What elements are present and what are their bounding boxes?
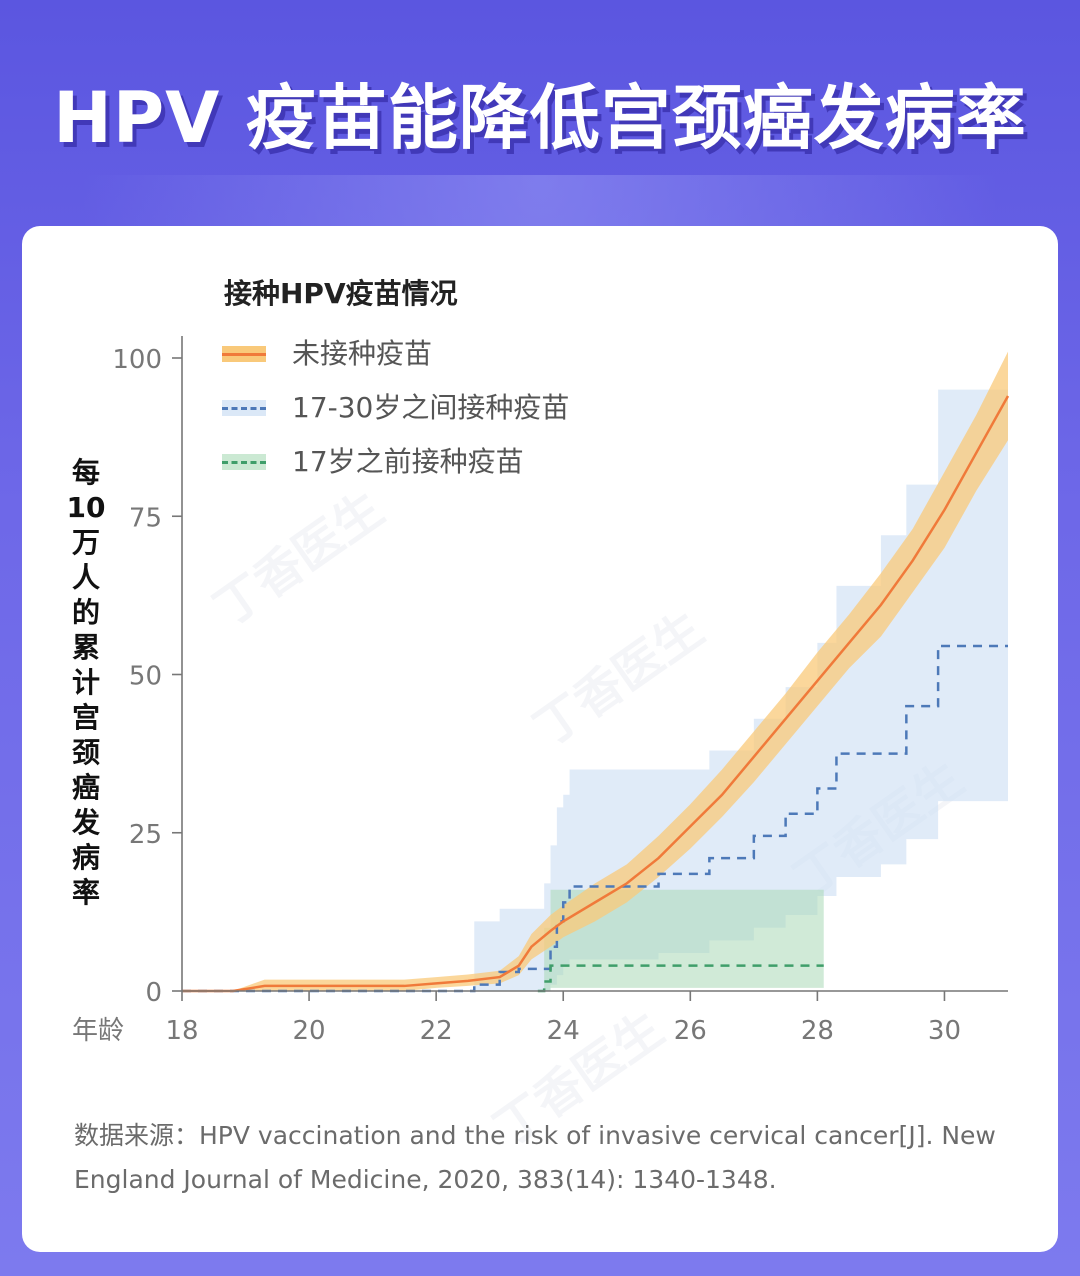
x-tick-label: 24	[547, 1016, 580, 1046]
x-axis-label: 年龄	[72, 1016, 124, 1046]
series-line-1	[182, 644, 1008, 993]
legend-title: 接种HPV疫苗情况	[224, 277, 458, 310]
series-band-0	[182, 351, 1008, 991]
x-tick-label: 22	[420, 1016, 453, 1046]
x-tick-label: 28	[801, 1016, 834, 1046]
series-line-0	[182, 395, 1010, 993]
source-citation: 数据来源：HPV vaccination and the risk of inv…	[74, 1121, 996, 1194]
x-tick-label: 20	[293, 1016, 326, 1046]
series-band-1	[182, 389, 1008, 991]
legend-swatch-vaccinated-17-30	[222, 400, 266, 416]
y-tick-label: 75	[129, 503, 162, 533]
legend-label-vaccinated-17-30: 17-30岁之间接种疫苗	[292, 391, 570, 424]
y-axis-label: 每10万人的累计宫颈癌发病率	[66, 456, 106, 909]
y-tick-label: 0	[145, 978, 162, 1008]
legend-label-unvaccinated: 未接种疫苗	[292, 337, 433, 370]
x-tick-label: 30	[928, 1016, 961, 1046]
x-tick-label: 18	[165, 1016, 198, 1046]
y-tick-label: 25	[129, 820, 162, 850]
x-tick-label: 26	[674, 1016, 707, 1046]
legend-swatch-vaccinated-before-17	[222, 454, 266, 470]
legend-label-vaccinated-before-17: 17岁之前接种疫苗	[292, 445, 524, 478]
y-tick-label: 50	[129, 662, 162, 692]
y-tick-label: 100	[112, 345, 162, 375]
legend-swatch-unvaccinated	[222, 346, 266, 362]
page-title: HPV 疫苗能降低宫颈癌发病率	[53, 77, 1027, 159]
